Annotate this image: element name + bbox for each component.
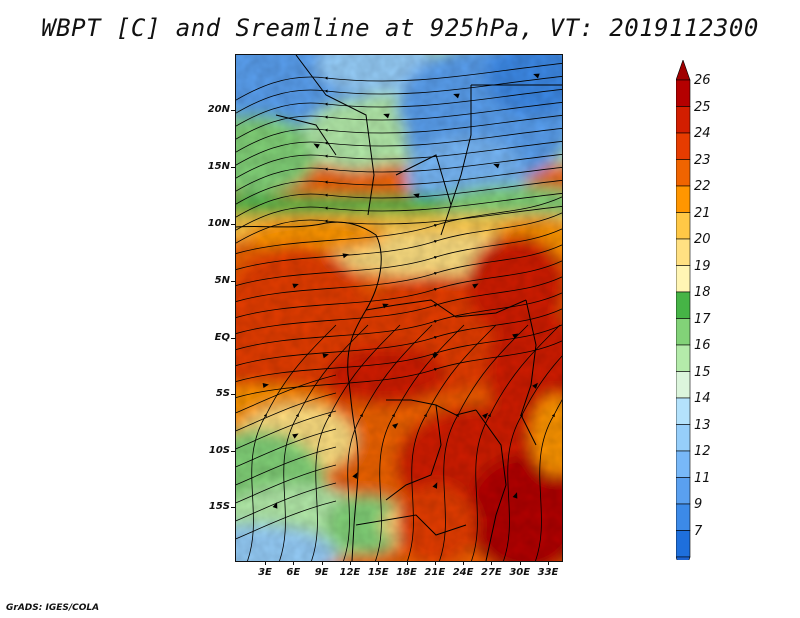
lat-label-20n: 20N (207, 104, 230, 115)
colorbar-swatch (676, 185, 691, 213)
colorbar-label: 18 (694, 285, 711, 300)
colorbar-swatch (676, 477, 691, 505)
lon-tick (349, 561, 351, 565)
colorbar-label: 19 (694, 258, 711, 274)
colorbar-label: 20 (694, 232, 711, 247)
colorbar-swatch (676, 318, 691, 346)
colorbar-label: 16 (694, 338, 711, 353)
lon-tick (548, 561, 549, 565)
colorbar-under-arrow (676, 556, 691, 560)
map-panel (235, 54, 563, 562)
colorbar-label: 25 (694, 99, 711, 115)
grads-credit: GrADS: IGES/COLA (6, 603, 100, 613)
lat-tick (231, 394, 235, 395)
lon-tick (463, 561, 465, 565)
lat-label-eq: EQ (214, 332, 230, 343)
lat-label-15s: 15S (208, 501, 230, 512)
colorbar (676, 60, 691, 560)
lat-tick (231, 451, 235, 452)
colorbar-label: 12 (694, 444, 711, 459)
colorbar-swatch (676, 212, 691, 240)
wbpt-streamline-map (236, 55, 562, 561)
colorbar-label: 21 (694, 205, 711, 221)
lon-tick (491, 561, 493, 565)
lon-label-12e: 12E (339, 567, 361, 578)
lon-label-9e: 9E (314, 567, 329, 578)
colorbar-label: 17 (694, 311, 711, 327)
colorbar-swatch (676, 79, 691, 107)
colorbar-swatch (676, 291, 691, 319)
lat-tick (231, 281, 235, 282)
lon-label-21e: 21E (424, 567, 446, 578)
lat-tick (231, 224, 235, 225)
lon-label-27e: 27E (481, 567, 502, 578)
colorbar-label: 15 (694, 364, 711, 380)
colorbar-label: 7 (694, 523, 703, 539)
lon-tick (519, 561, 521, 565)
colorbar-swatch (676, 424, 691, 452)
chart-title: WBPT [C] and Sreamline at 925hPa, VT: 20… (41, 14, 759, 42)
lat-label-5n: 5N (214, 275, 230, 286)
colorbar-over-arrow (676, 60, 691, 81)
colorbar-label: 11 (694, 470, 711, 486)
lon-label-24e: 24E (452, 567, 474, 578)
colorbar-label: 13 (694, 417, 711, 433)
lat-tick (231, 110, 235, 111)
colorbar-label: 23 (694, 152, 711, 168)
streamlines (236, 63, 562, 561)
lon-label-6e: 6E (286, 567, 301, 578)
colorbar-label: 14 (694, 391, 711, 406)
lat-label-10s: 10S (208, 445, 230, 456)
country-borders (236, 55, 562, 561)
colorbar-label: 9 (694, 497, 703, 512)
lon-label-33e: 33E (537, 567, 559, 578)
lat-label-10n: 10N (207, 218, 230, 229)
lon-tick (293, 561, 295, 565)
lon-tick (406, 561, 408, 565)
colorbar-swatch (676, 238, 691, 266)
colorbar-swatch (676, 397, 691, 425)
lat-tick (231, 507, 235, 508)
colorbar-label: 22 (694, 179, 711, 194)
lon-tick (378, 561, 380, 565)
lon-label-3e: 3E (258, 567, 272, 578)
lat-tick (231, 167, 235, 168)
lon-label-30e: 30E (509, 567, 531, 578)
colorbar-swatch (676, 132, 691, 160)
colorbar-swatch (676, 530, 691, 558)
colorbar-label: 24 (694, 126, 711, 141)
colorbar-swatch (676, 265, 691, 293)
colorbar-swatch (676, 450, 691, 478)
lon-tick (321, 561, 323, 565)
lon-label-15e: 15E (367, 567, 389, 578)
colorbar-swatch (676, 159, 691, 187)
colorbar-swatch (676, 371, 691, 399)
lon-tick (434, 561, 436, 565)
colorbar-label: 26 (694, 73, 711, 88)
lon-tick (265, 561, 266, 565)
colorbar-swatch (676, 503, 691, 531)
lat-label-15n: 15N (207, 161, 230, 172)
lat-tick (231, 338, 235, 339)
colorbar-swatch (676, 344, 691, 372)
lon-label-18e: 18E (396, 567, 417, 578)
colorbar-swatch (676, 106, 691, 134)
lat-label-5s: 5S (215, 388, 230, 399)
